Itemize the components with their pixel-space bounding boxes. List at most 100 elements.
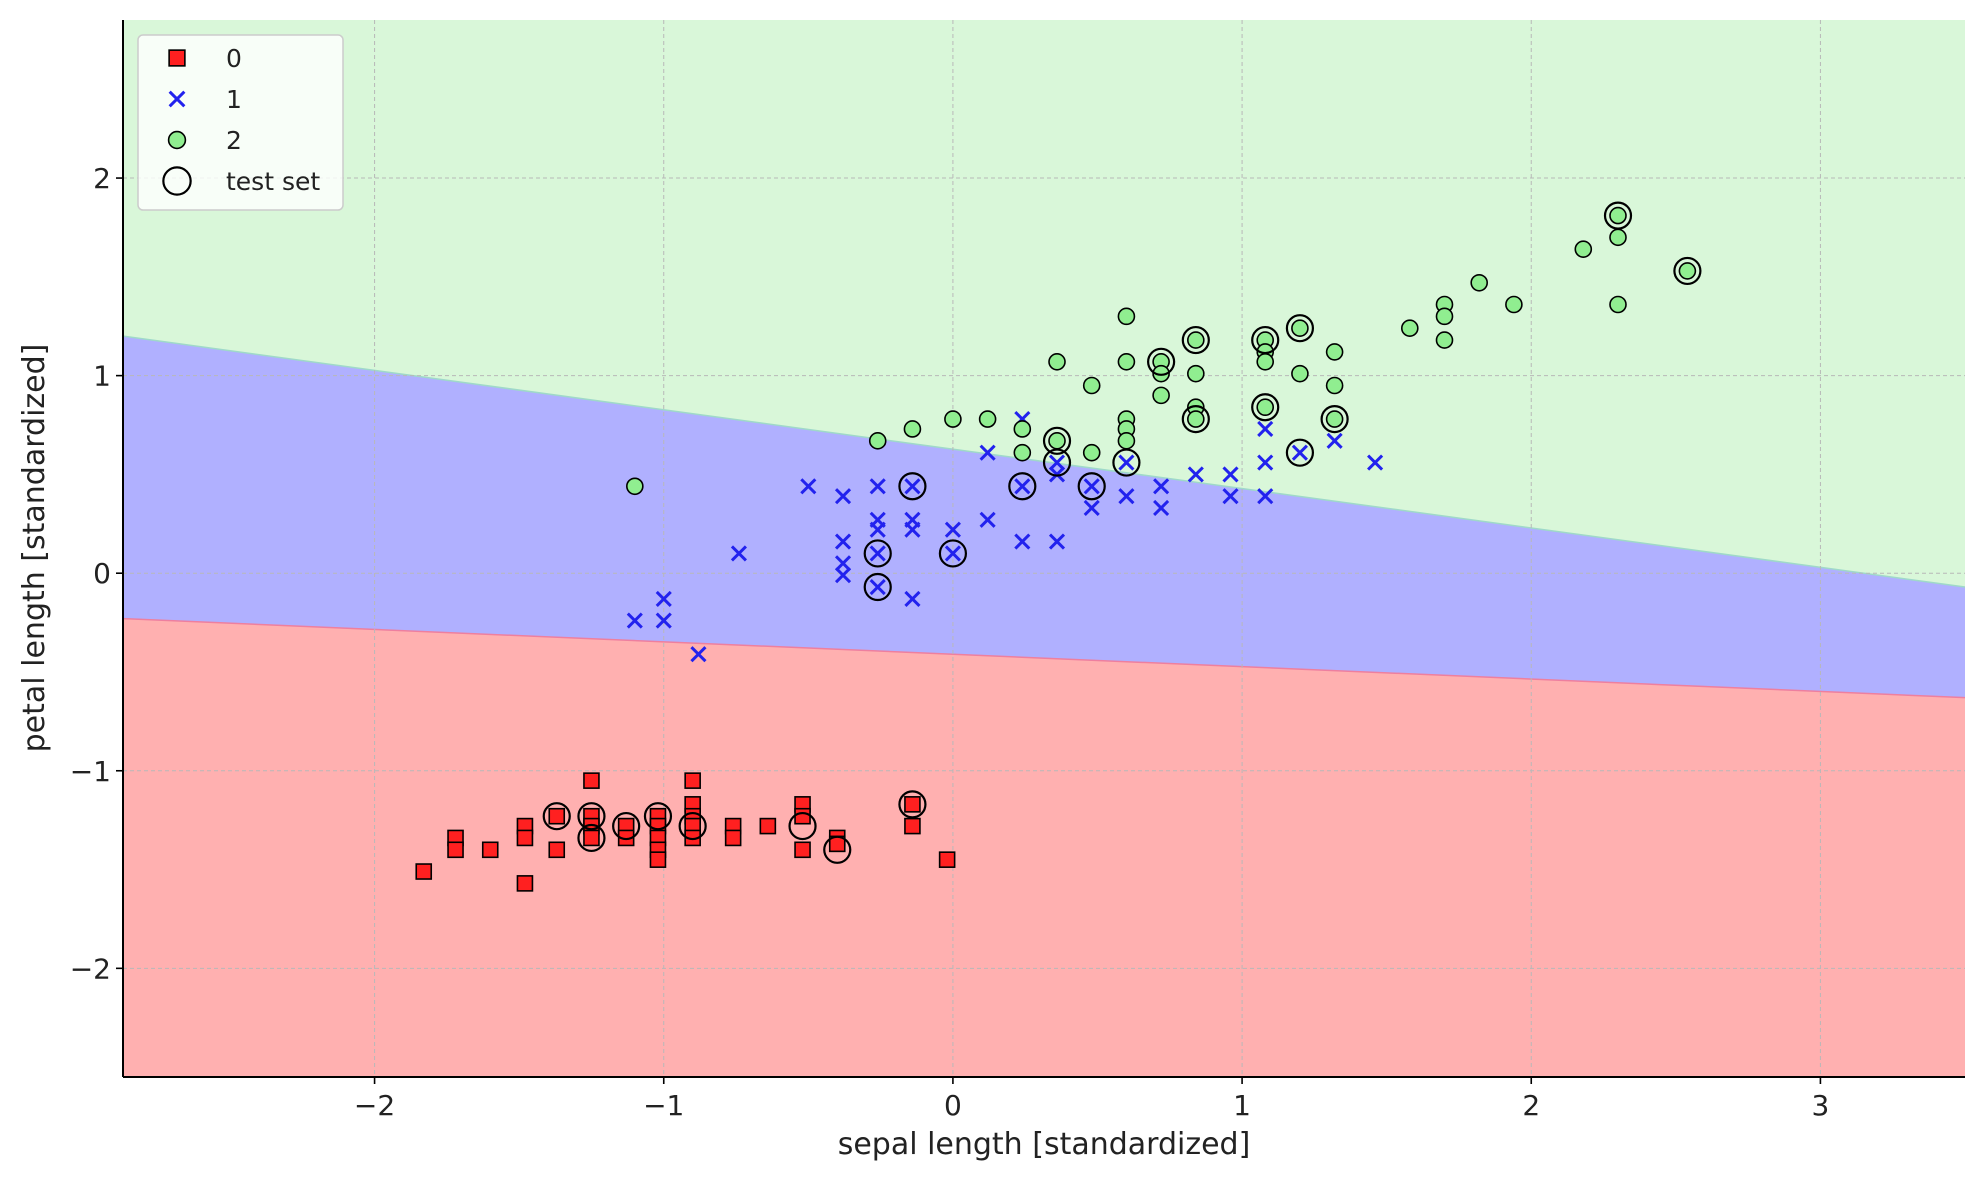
point-2 xyxy=(1082,443,1101,462)
point-2 xyxy=(1291,364,1309,383)
x-tick-label: 0 xyxy=(944,1089,962,1122)
point-1 xyxy=(1048,466,1066,483)
point-test-set xyxy=(1181,325,1210,355)
point-test-set xyxy=(1251,393,1280,422)
point-2 xyxy=(1256,352,1275,371)
point-test-set xyxy=(1251,325,1280,355)
point-1 xyxy=(1222,466,1239,483)
point-2 xyxy=(1187,364,1205,383)
point-test-set xyxy=(1320,404,1349,434)
point-1 xyxy=(800,478,817,495)
y-tick-label: −1 xyxy=(70,755,111,788)
point-1 xyxy=(904,521,921,538)
point-test-set xyxy=(643,802,673,831)
point-0 xyxy=(583,829,600,847)
point-1 xyxy=(1048,454,1066,471)
point-test-set xyxy=(577,802,606,831)
point-0 xyxy=(759,817,777,835)
point-0 xyxy=(724,829,742,847)
point-test-set xyxy=(1112,448,1141,477)
point-test-set xyxy=(678,811,707,841)
x-tick-label: 3 xyxy=(1812,1089,1830,1122)
point-2 xyxy=(903,420,922,438)
legend-marker-2 xyxy=(167,130,187,150)
point-1 xyxy=(1291,444,1308,461)
point-test-set xyxy=(1603,201,1633,230)
point-1 xyxy=(1257,420,1274,438)
point-test-set xyxy=(612,811,641,841)
point-2 xyxy=(1048,432,1066,450)
series-test-set xyxy=(542,201,1702,864)
point-0 xyxy=(649,851,667,868)
axes xyxy=(122,20,1965,1078)
legend-label-test-set: test set xyxy=(226,167,320,196)
point-1 xyxy=(979,511,996,528)
point-1 xyxy=(869,578,886,596)
point-1 xyxy=(626,612,643,629)
point-2 xyxy=(1609,206,1627,225)
point-1 xyxy=(834,567,852,584)
point-test-set xyxy=(898,790,927,819)
point-1 xyxy=(1257,454,1274,471)
point-2 xyxy=(978,410,997,428)
point-2 xyxy=(1117,307,1136,326)
point-1 xyxy=(1048,533,1066,550)
point-1 xyxy=(1118,454,1135,471)
point-0 xyxy=(583,772,600,789)
decision-regions xyxy=(123,20,1965,1077)
point-2 xyxy=(1400,319,1419,338)
point-0 xyxy=(548,841,566,859)
data-points xyxy=(415,201,1702,892)
point-0 xyxy=(447,841,464,859)
series-1 xyxy=(626,411,1384,663)
legend-marker-test-set xyxy=(162,166,192,196)
point-2 xyxy=(1082,376,1101,395)
point-0 xyxy=(415,863,433,880)
legend-label-0: 0 xyxy=(226,44,242,73)
point-2 xyxy=(1187,331,1205,349)
point-2 xyxy=(868,432,887,450)
legend-marker-0 xyxy=(168,49,186,67)
point-1 xyxy=(944,545,961,562)
boundary-line-0-1 xyxy=(123,617,1965,699)
point-test-set xyxy=(1077,472,1106,501)
point-2 xyxy=(1152,386,1170,405)
point-1 xyxy=(869,521,886,538)
point-1 xyxy=(1326,432,1343,449)
point-0 xyxy=(516,875,534,892)
point-0 xyxy=(548,807,566,825)
point-2 xyxy=(1256,398,1275,417)
point-1 xyxy=(655,590,672,607)
point-1 xyxy=(1014,533,1031,550)
point-test-set xyxy=(1008,472,1037,501)
point-0 xyxy=(938,851,956,868)
point-1 xyxy=(1367,454,1384,471)
point-1 xyxy=(1187,466,1204,483)
point-1 xyxy=(1153,478,1170,495)
point-2 xyxy=(626,477,644,496)
point-2 xyxy=(1117,352,1136,371)
point-1 xyxy=(730,545,747,562)
x-axis-label: sepal length [standardized] xyxy=(838,1127,1251,1162)
point-1 xyxy=(904,478,921,495)
y-tick-label: −2 xyxy=(70,952,111,985)
point-2 xyxy=(1325,376,1344,395)
point-1 xyxy=(904,590,921,607)
point-2 xyxy=(1609,228,1627,247)
point-1 xyxy=(834,488,852,505)
x-tick-label: 1 xyxy=(1233,1089,1251,1122)
series-2 xyxy=(626,206,1697,496)
point-1 xyxy=(979,444,996,461)
point-2 xyxy=(1013,420,1032,438)
point-0 xyxy=(904,796,921,813)
point-1 xyxy=(1222,488,1239,505)
point-test-set xyxy=(1042,426,1072,455)
point-1 xyxy=(655,612,672,629)
legend-label-2: 2 xyxy=(226,126,242,155)
point-2 xyxy=(1435,331,1454,349)
point-0 xyxy=(904,817,921,835)
point-2 xyxy=(1048,352,1066,371)
point-test-set xyxy=(863,539,892,568)
y-axis-label: petal length [standardized] xyxy=(17,344,52,753)
y-tick-label: 2 xyxy=(93,162,111,195)
